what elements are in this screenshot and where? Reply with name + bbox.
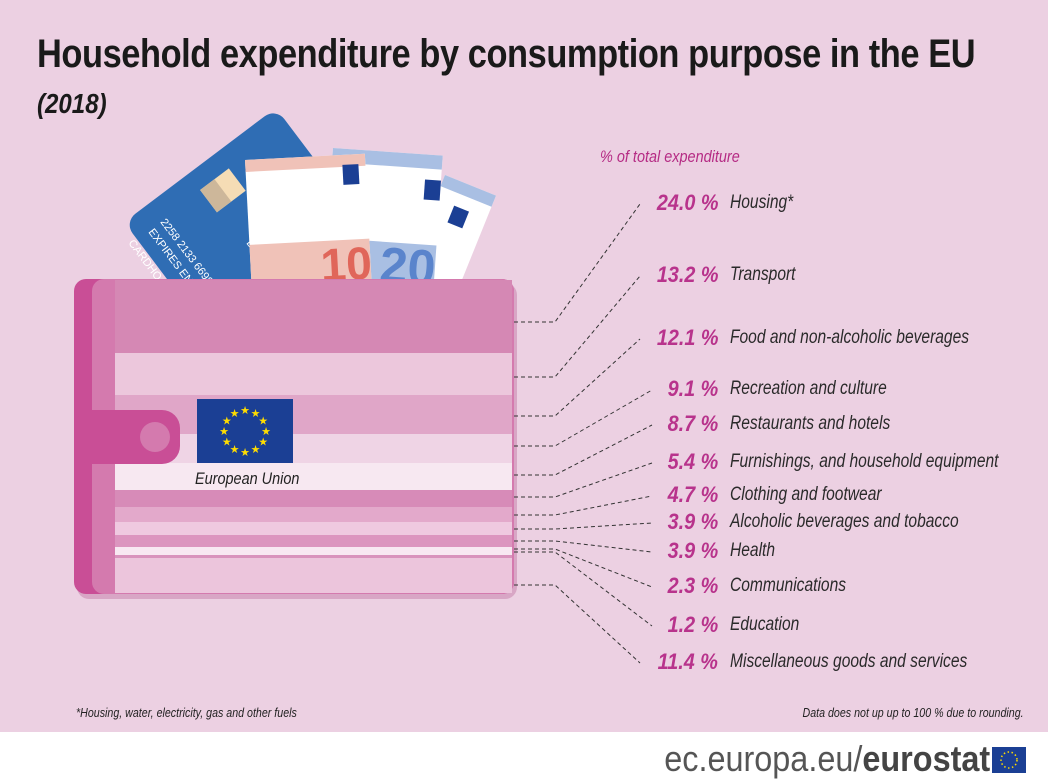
value-label: 24.0 % (656, 190, 718, 215)
value-label: 2.3 % (667, 573, 718, 598)
wallet-stripe (115, 555, 512, 558)
value-label: 8.7 % (667, 411, 718, 436)
wallet-stripe (115, 280, 512, 353)
category-label: Food and non-alcoholic beverages (730, 327, 970, 348)
leader-line (514, 548, 653, 588)
category-label: Recreation and culture (730, 378, 887, 399)
eu-star-icon: ★ (240, 447, 250, 459)
category-label: Restaurants and hotels (730, 413, 891, 434)
eu-star-icon: ★ (258, 437, 268, 449)
eu-flag-icon: ★ ★★★★★★★★★★★ (197, 399, 293, 463)
wallet-stripe (115, 507, 512, 522)
category-label: Health (730, 540, 776, 561)
leader-line (514, 522, 653, 530)
eu-star-icon: ★ (230, 444, 240, 456)
clasp-button (140, 422, 170, 452)
value-label: 1.2 % (667, 612, 718, 637)
brand-name: eurostat (862, 738, 990, 779)
category-label: Miscellaneous goods and services (730, 651, 968, 672)
eu-star-icon: ★ (258, 416, 268, 428)
wallet-stripe (115, 434, 512, 463)
value-label: 12.1 % (656, 325, 718, 350)
value-label: 5.4 % (667, 449, 718, 474)
eu-star-icon: ★ (240, 405, 250, 417)
leader-line (514, 338, 641, 417)
wallet-stripe (115, 463, 512, 490)
wallet-stripes (115, 280, 512, 593)
category-label: Furnishings, and household equipment (730, 451, 999, 472)
category-label: Education (730, 614, 800, 635)
value-label: 4.7 % (667, 482, 718, 507)
wallet-stripe (115, 558, 512, 593)
wallet-label: European Union (195, 469, 300, 488)
eu-star-icon: ★ (230, 408, 240, 420)
wallet-stripe (115, 522, 512, 535)
value-label: 3.9 % (667, 509, 718, 534)
leader-line (514, 540, 653, 553)
category-label: Alcoholic beverages and tobacco (730, 511, 959, 532)
footnote-rounding: Data does not up up to 100 % due to roun… (802, 705, 1024, 720)
value-label: 11.4 % (657, 649, 718, 674)
leader-line (514, 495, 653, 516)
footnote-housing: *Housing, water, electricity, gas and ot… (76, 705, 297, 720)
eurostat-link[interactable]: ec.europa.eu/eurostat (664, 738, 990, 780)
leader-line (514, 551, 653, 627)
page-title: Household expenditure by consumption pur… (37, 32, 976, 76)
value-label: 3.9 % (667, 538, 718, 563)
unit-label: % of total expenditure (600, 147, 740, 166)
value-label: 9.1 % (667, 376, 718, 401)
eurostat-flag-icon (992, 747, 1026, 773)
leader-line (514, 203, 641, 323)
wallet-stripe (115, 353, 512, 395)
eu-star-icon: ★ (261, 426, 271, 438)
page-subtitle: (2018) (37, 88, 107, 119)
eu-star-icon: ★ (222, 416, 232, 428)
leader-line (514, 424, 653, 476)
leader-line (514, 584, 641, 664)
category-label: Transport (730, 264, 796, 285)
wallet-stripe (115, 490, 512, 507)
eu-star-icon: ★ (251, 408, 261, 420)
category-label: Clothing and footwear (730, 484, 882, 505)
wallet-stripe (115, 535, 512, 547)
leader-line (514, 389, 653, 447)
wallet-stripe (115, 547, 512, 555)
eu-star-icon: ★ (251, 444, 261, 456)
value-label: 13.2 % (656, 262, 718, 287)
wallet-illustration: 2258 2133 6698 EXPIRES END CARDHO BANK O… (74, 113, 653, 664)
leader-lines (514, 203, 653, 664)
leader-line (514, 462, 653, 498)
eu-star-icon: ★ (219, 426, 229, 438)
banknote-10-icon: 10 (245, 153, 373, 291)
brand-prefix: ec.europa.eu/ (664, 738, 863, 779)
eu-star-icon: ★ (222, 437, 232, 449)
category-label: Communications (730, 575, 847, 596)
leader-line (514, 275, 641, 378)
wallet-stripe (115, 395, 512, 434)
category-label: Housing* (730, 192, 794, 213)
